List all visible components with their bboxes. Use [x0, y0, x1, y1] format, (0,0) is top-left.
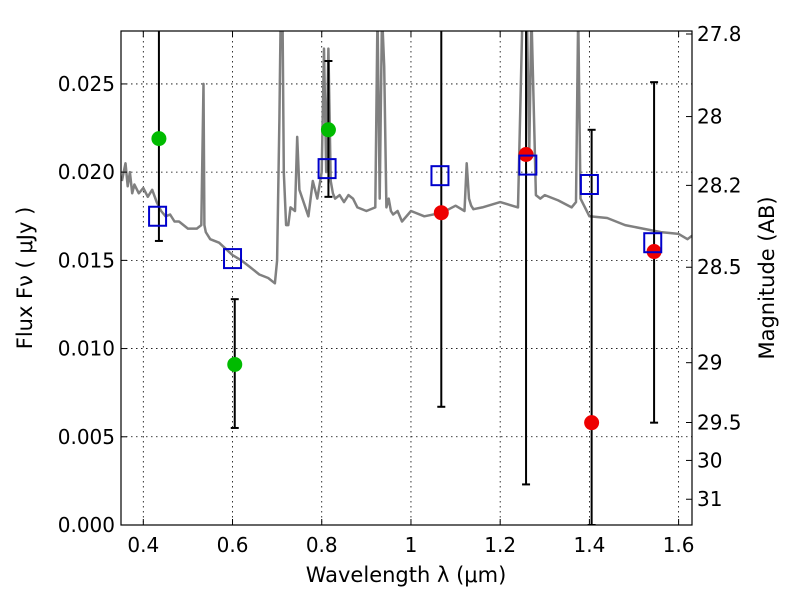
- green-data-point: [320, 122, 336, 138]
- y-tick-label: 0.010: [58, 337, 115, 361]
- y2-tick-label: 28.2: [697, 173, 742, 197]
- y-tick-label: 0.025: [58, 72, 115, 96]
- y2-tick-label: 29.5: [697, 410, 742, 434]
- y-tick-label: 0.015: [58, 248, 115, 272]
- green-data-point: [227, 356, 243, 372]
- red-data-point: [518, 147, 534, 162]
- y2-tick-label: 28: [697, 105, 722, 129]
- x-tick-label: 0.6: [217, 533, 249, 557]
- red-data-point: [433, 205, 449, 221]
- y2-tick-label: 28.5: [697, 255, 742, 279]
- data-layer: [121, 31, 692, 525]
- x-tick-label: 1.4: [573, 533, 605, 557]
- x-tick-label: 0.8: [306, 533, 338, 557]
- y2-tick-label: 30: [697, 448, 722, 472]
- x-tick-label: 1: [405, 533, 418, 557]
- green-data-point: [151, 131, 167, 147]
- model-photometry-square: [148, 205, 168, 227]
- y-tick-label: 0.020: [58, 160, 115, 184]
- red-data-point: [584, 415, 600, 431]
- x-tick-label: 1.2: [484, 533, 516, 557]
- y2-tick-label: 27.8: [697, 22, 742, 46]
- y-axis-label: Flux Fν ( μJy ): [13, 207, 37, 350]
- model-photometry-square: [223, 248, 243, 270]
- model-photometry-square: [518, 154, 538, 176]
- model-photometry-square: [430, 165, 450, 187]
- y2-tick-label: 29: [697, 351, 722, 375]
- model-photometry-square: [643, 232, 663, 254]
- model-sed-line: [121, 31, 692, 285]
- x-tick-label: 0.4: [127, 533, 159, 557]
- tick-layer: 0.4 0.6 0.8 1 1.2 1.4 1.6 0.000 0.005 0.010 0.015 0…: [58, 22, 742, 557]
- model-photometry-square: [317, 158, 337, 180]
- y2-tick-label: 31: [697, 487, 722, 511]
- x-axis-label: Wavelength λ (μm): [306, 563, 507, 587]
- plot-frame: [120, 30, 693, 526]
- x-tick-label: 1.6: [663, 533, 695, 557]
- y-tick-label: 0.005: [58, 425, 115, 449]
- y2-axis-label: Magnitude (AB): [755, 196, 779, 359]
- y-tick-label: 0.000: [58, 513, 115, 537]
- model-photometry-square: [579, 173, 599, 195]
